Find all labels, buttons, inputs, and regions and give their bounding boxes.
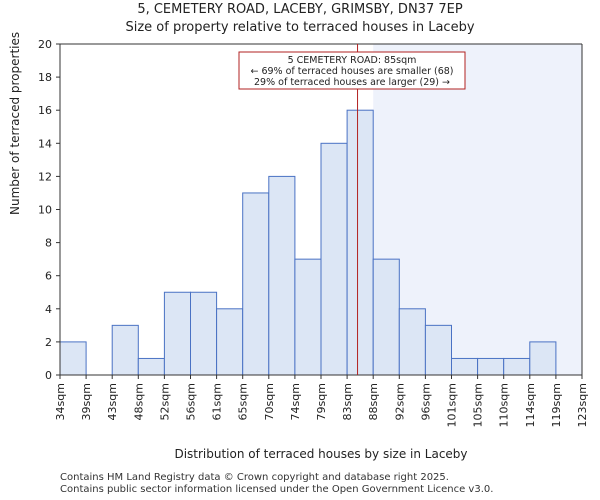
x-tick-label: 48sqm — [132, 383, 145, 420]
annotation-line-1: 5 CEMETERY ROAD: 85sqm — [288, 55, 417, 66]
bar-48sqm — [137, 357, 165, 376]
bar-43sqm — [111, 324, 139, 376]
bar-114sqm — [529, 341, 557, 376]
bar-79sqm — [320, 142, 348, 376]
bar-61sqm — [216, 308, 244, 376]
x-tick-label: 65sqm — [237, 383, 250, 420]
annotation-line-3: 29% of terraced houses are larger (29) → — [254, 77, 450, 88]
x-axis-label: Distribution of terraced houses by size … — [174, 447, 467, 461]
x-tick-label: 70sqm — [263, 383, 276, 420]
axes-group: 0 2 4 6 8 10 12 14 16 18 20 34sqm 39sqm 43sqm 48sqm 52s… — [38, 38, 589, 427]
footer-line-2: Contains public sector information licen… — [60, 484, 494, 495]
x-tick-label: 79sqm — [315, 383, 328, 420]
x-tick-label: 43sqm — [106, 383, 119, 420]
y-tick-label: 0 — [45, 369, 52, 382]
bar-88sqm — [372, 258, 400, 376]
bar-70sqm — [268, 175, 296, 376]
bar-65sqm — [242, 192, 270, 376]
x-tick-label: 83sqm — [341, 383, 354, 420]
y-tick-label: 12 — [38, 170, 52, 183]
y-tick-label: 18 — [38, 71, 52, 84]
x-tick-label: 56sqm — [185, 383, 198, 420]
y-tick-label: 10 — [38, 204, 52, 217]
bar-92sqm — [398, 308, 426, 376]
x-tick-label: 61sqm — [211, 383, 224, 420]
x-tick-label: 52sqm — [158, 383, 171, 420]
x-tick-label: 101sqm — [446, 383, 459, 427]
x-tick-label: 96sqm — [419, 383, 432, 420]
bar-56sqm — [190, 291, 218, 376]
x-tick-label: 105sqm — [472, 383, 485, 427]
annotation-box: 5 CEMETERY ROAD: 85sqm ← 69% of terraced… — [238, 51, 466, 90]
bar-34sqm — [59, 341, 87, 376]
footer-line-1: Contains HM Land Registry data © Crown c… — [60, 472, 449, 483]
y-tick-label: 16 — [38, 104, 52, 117]
y-tick-label: 2 — [45, 336, 52, 349]
x-tick-label: 123sqm — [576, 383, 589, 427]
x-tick-label: 114sqm — [524, 383, 537, 427]
x-tick-label: 119sqm — [550, 383, 563, 427]
bar-83sqm — [346, 109, 374, 376]
chart-title: 5, CEMETERY ROAD, LACEBY, GRIMSBY, DN37 … — [137, 2, 463, 17]
x-tick-label: 34sqm — [54, 383, 67, 420]
x-tick-label: 74sqm — [289, 383, 302, 420]
bar-101sqm — [451, 357, 479, 376]
y-tick-label: 6 — [45, 270, 52, 283]
bar-105sqm — [477, 357, 505, 376]
x-tick-label: 88sqm — [367, 383, 380, 420]
bar-52sqm — [163, 291, 191, 376]
bar-74sqm — [294, 258, 322, 376]
annotation-line-2: ← 69% of terraced houses are smaller (68… — [250, 66, 453, 77]
bar-110sqm — [503, 357, 531, 376]
x-tick-label: 92sqm — [393, 383, 406, 420]
y-tick-label: 14 — [38, 137, 52, 150]
x-tick-label: 39sqm — [80, 383, 93, 420]
bars-group — [59, 109, 557, 376]
bar-96sqm — [424, 324, 452, 376]
chart-subtitle: Size of property relative to terraced ho… — [125, 20, 475, 35]
y-tick-label: 20 — [38, 38, 52, 51]
x-tick-label: 110sqm — [498, 383, 511, 427]
y-tick-label: 8 — [45, 237, 52, 250]
y-tick-label: 4 — [45, 303, 52, 316]
